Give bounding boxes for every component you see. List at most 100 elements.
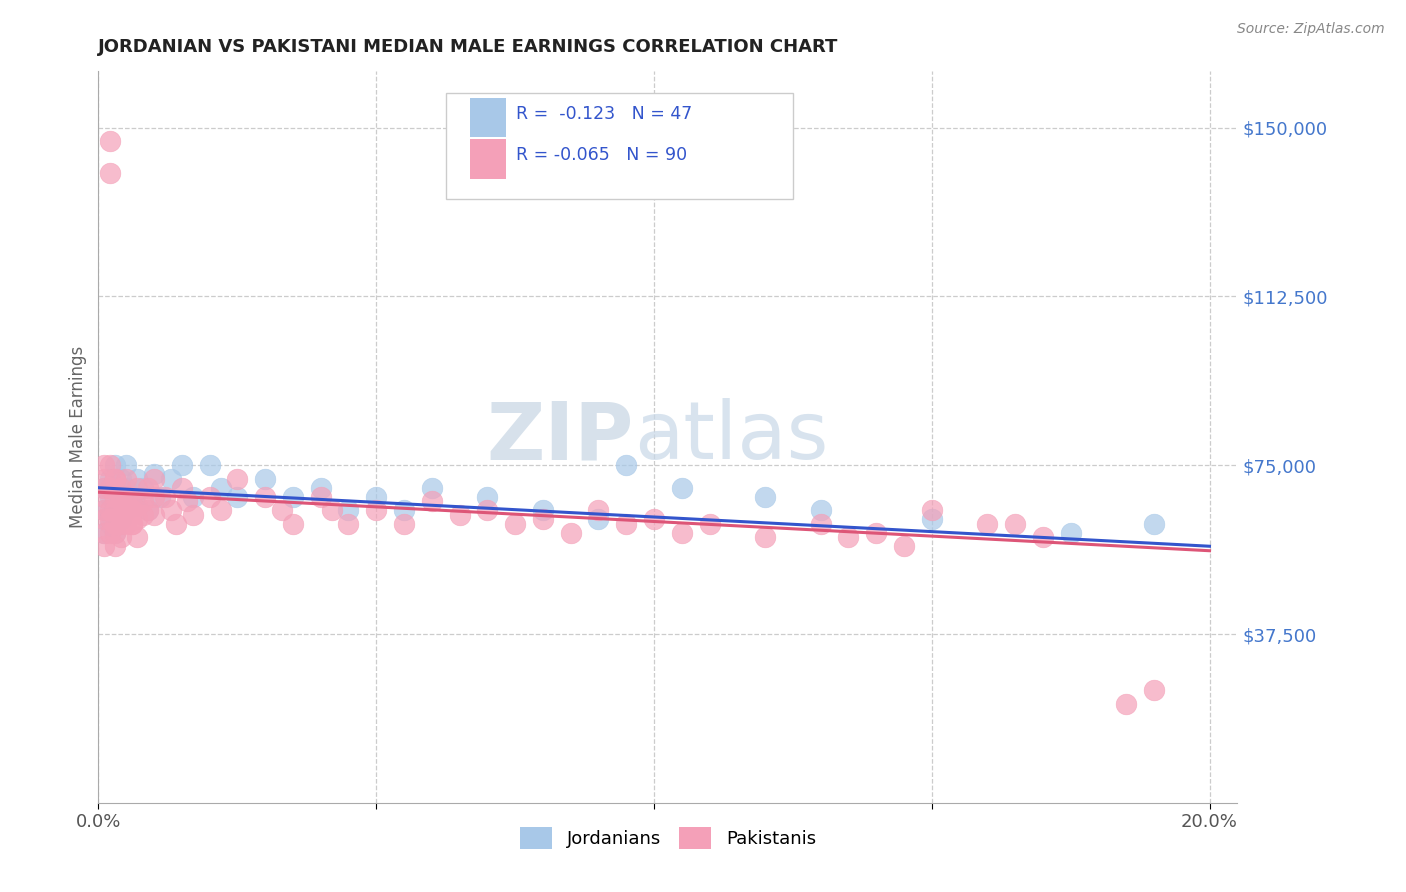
Point xyxy=(98,525,121,540)
Point xyxy=(165,516,187,531)
Point xyxy=(226,472,249,486)
Point xyxy=(93,490,115,504)
Point xyxy=(127,481,149,495)
Point xyxy=(138,503,160,517)
Point xyxy=(98,508,121,522)
Point xyxy=(138,503,160,517)
Point xyxy=(671,481,693,495)
Point xyxy=(181,490,204,504)
Point xyxy=(104,539,127,553)
Point xyxy=(976,516,998,531)
Point xyxy=(104,503,127,517)
Point xyxy=(588,503,610,517)
Point xyxy=(115,503,138,517)
Point xyxy=(1059,525,1081,540)
Point xyxy=(104,490,127,504)
Point xyxy=(337,516,360,531)
Point xyxy=(104,472,127,486)
Point xyxy=(153,490,176,504)
Point xyxy=(893,539,915,553)
Point xyxy=(127,499,149,513)
Point xyxy=(93,525,115,540)
Point xyxy=(143,472,166,486)
Text: ZIP: ZIP xyxy=(486,398,634,476)
Point xyxy=(837,530,859,544)
Text: R =  -0.123   N = 47: R = -0.123 N = 47 xyxy=(516,104,693,123)
Text: JORDANIAN VS PAKISTANI MEDIAN MALE EARNINGS CORRELATION CHART: JORDANIAN VS PAKISTANI MEDIAN MALE EARNI… xyxy=(98,38,839,56)
Point xyxy=(132,494,155,508)
Point xyxy=(121,490,143,504)
Point xyxy=(104,525,127,540)
Point xyxy=(560,525,582,540)
Point xyxy=(115,458,138,473)
Point xyxy=(98,458,121,473)
Point xyxy=(366,490,388,504)
Point xyxy=(671,525,693,540)
Point xyxy=(110,490,132,504)
Point xyxy=(614,516,637,531)
Point xyxy=(477,490,499,504)
Point xyxy=(127,499,149,513)
Point xyxy=(93,539,115,553)
Point xyxy=(226,490,249,504)
Point xyxy=(699,516,721,531)
Point xyxy=(110,481,132,495)
Point xyxy=(281,490,304,504)
Point xyxy=(254,472,277,486)
Point xyxy=(104,481,127,495)
Point xyxy=(477,503,499,517)
Point xyxy=(1143,516,1166,531)
Point xyxy=(115,516,138,531)
Point xyxy=(121,503,143,517)
Point xyxy=(127,472,149,486)
Point xyxy=(531,512,554,526)
Point xyxy=(132,508,155,522)
Point xyxy=(98,490,121,504)
Point xyxy=(337,503,360,517)
Point xyxy=(588,512,610,526)
Point xyxy=(170,481,193,495)
Point xyxy=(93,512,115,526)
Point xyxy=(159,472,181,486)
Point xyxy=(110,508,132,522)
Point xyxy=(865,525,887,540)
Point xyxy=(98,512,121,526)
Point xyxy=(198,490,221,504)
Text: Source: ZipAtlas.com: Source: ZipAtlas.com xyxy=(1237,22,1385,37)
Point xyxy=(132,481,155,495)
Point xyxy=(104,516,127,531)
Point xyxy=(176,494,198,508)
Point xyxy=(148,490,170,504)
Point xyxy=(420,481,443,495)
Point xyxy=(309,481,332,495)
Text: R = -0.065   N = 90: R = -0.065 N = 90 xyxy=(516,146,688,164)
Point xyxy=(281,516,304,531)
Point xyxy=(420,494,443,508)
Point xyxy=(209,503,232,517)
Point xyxy=(921,503,943,517)
Point xyxy=(110,494,132,508)
FancyBboxPatch shape xyxy=(446,94,793,200)
Point xyxy=(254,490,277,504)
Legend: Jordanians, Pakistanis: Jordanians, Pakistanis xyxy=(512,820,824,856)
Point xyxy=(98,481,121,495)
Y-axis label: Median Male Earnings: Median Male Earnings xyxy=(69,346,87,528)
Point xyxy=(1032,530,1054,544)
Point xyxy=(98,516,121,531)
Point xyxy=(115,481,138,495)
Point xyxy=(810,516,832,531)
Point xyxy=(170,458,193,473)
Point xyxy=(270,503,292,517)
Point xyxy=(121,516,143,531)
Point xyxy=(110,530,132,544)
Point xyxy=(321,503,343,517)
Point xyxy=(93,481,115,495)
Point xyxy=(1115,697,1137,711)
Point xyxy=(366,503,388,517)
Point xyxy=(98,503,121,517)
Point xyxy=(143,467,166,482)
Point xyxy=(159,503,181,517)
Point xyxy=(198,458,221,473)
Point xyxy=(98,166,121,180)
Point xyxy=(143,508,166,522)
